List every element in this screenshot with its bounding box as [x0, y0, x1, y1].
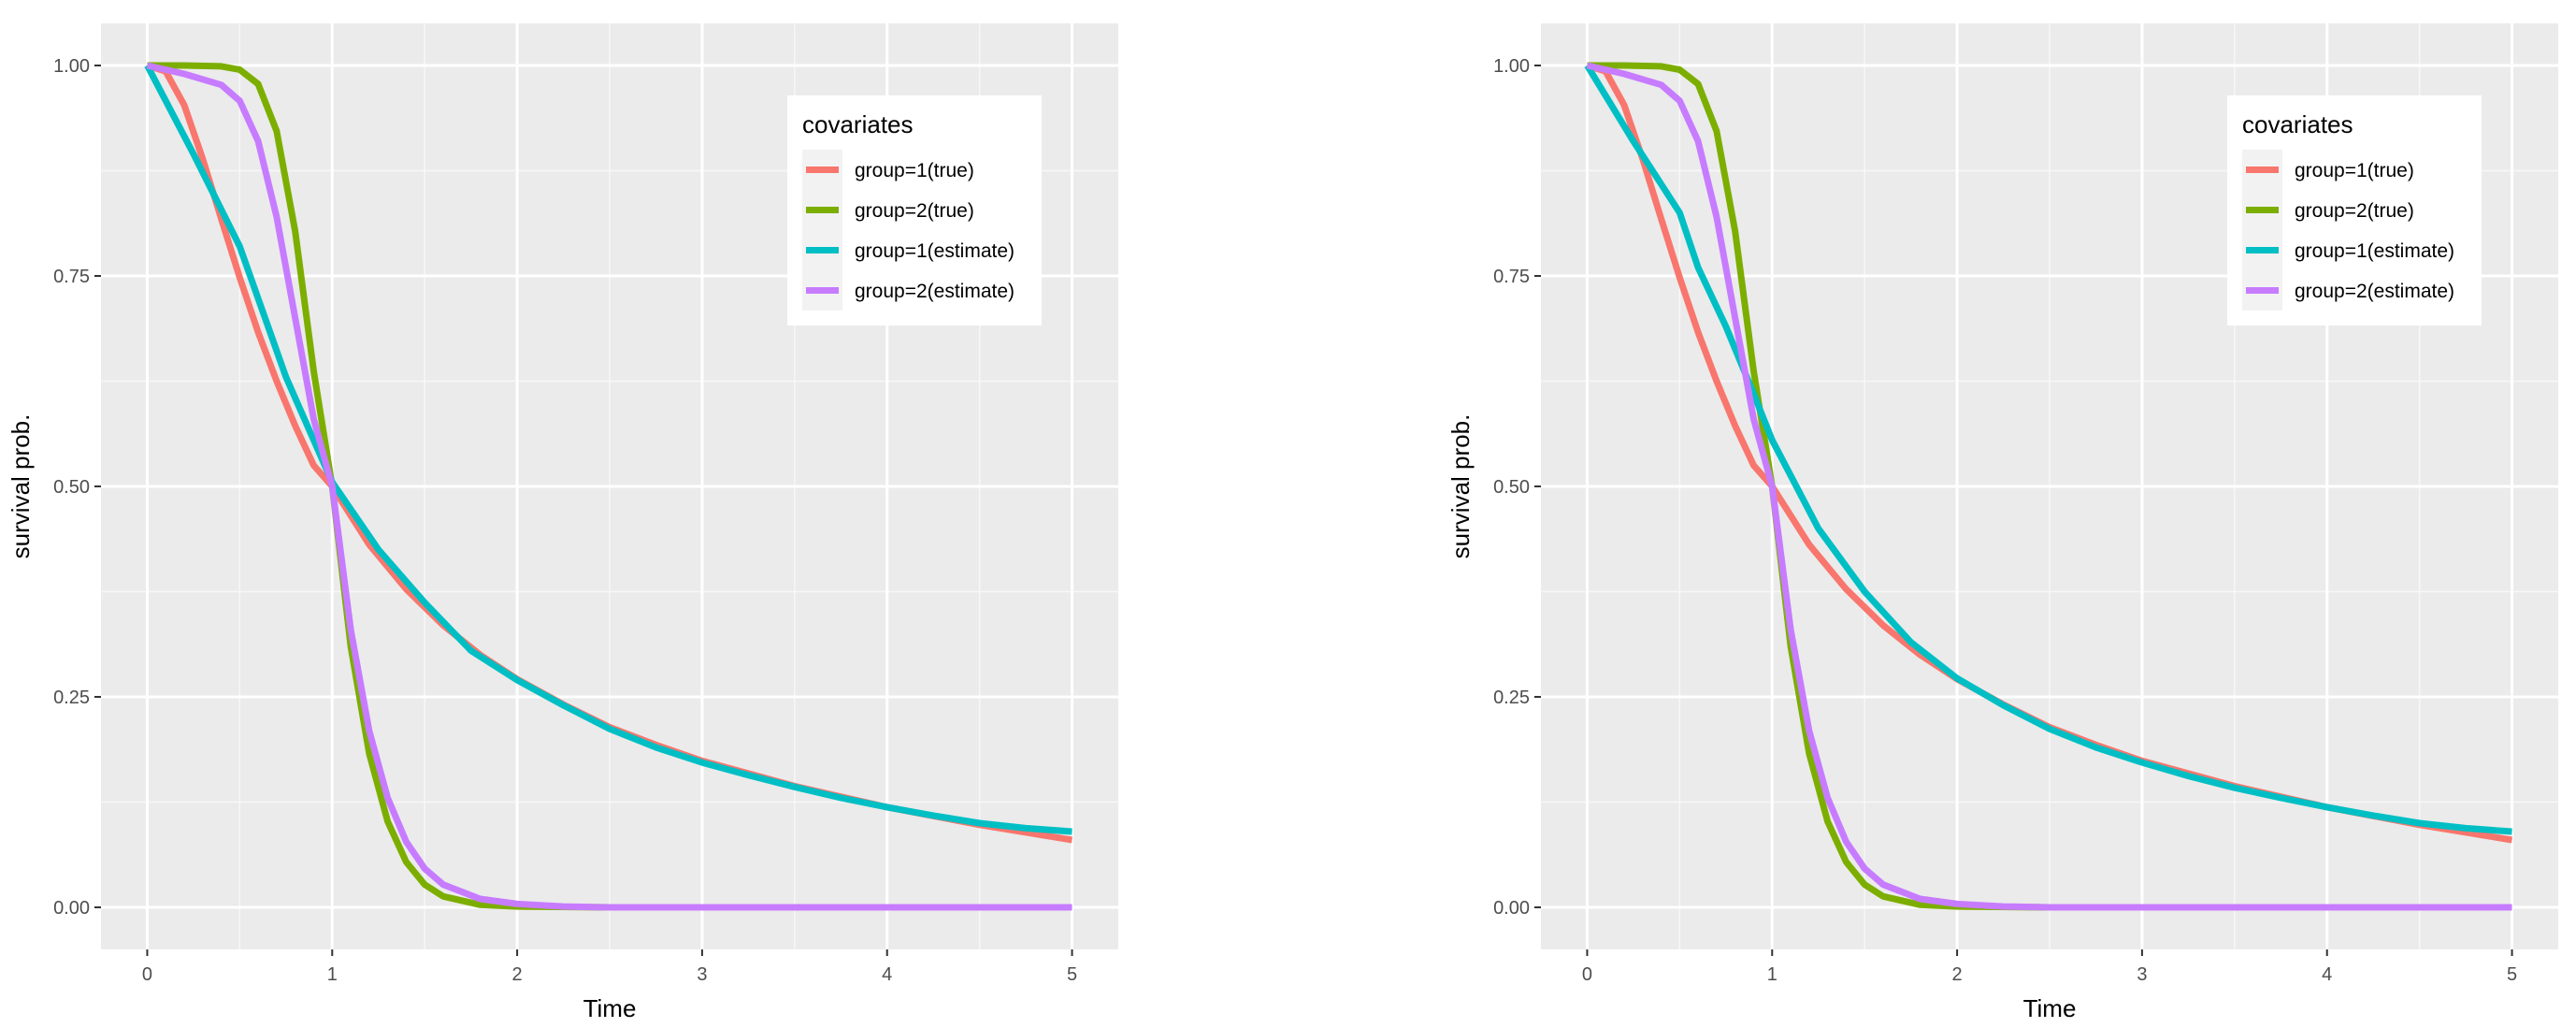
x-tick-label: 0: [142, 964, 152, 985]
legend-title: covariates: [802, 110, 914, 138]
x-tick-label: 4: [2322, 964, 2332, 985]
y-axis-title: survival prob.: [7, 414, 35, 559]
legend-label: group=1(estimate): [2295, 240, 2454, 262]
x-tick-label: 3: [2137, 964, 2147, 985]
x-tick-label: 2: [512, 964, 523, 985]
x-tick-label: 1: [1767, 964, 1777, 985]
y-tick-label: 0.25: [1493, 688, 1530, 708]
x-tick-label: 2: [1952, 964, 1963, 985]
x-tick-label: 5: [2507, 964, 2517, 985]
y-axis-title: survival prob.: [1446, 414, 1475, 559]
legend: covariates group=1(true) group=2(true) grou…: [787, 95, 1042, 326]
legend-label: group=2(true): [2295, 200, 2414, 222]
legend-label: group=1(true): [2295, 160, 2414, 181]
x-tick-label: 0: [1582, 964, 1592, 985]
y-tick-label: 0.50: [1493, 477, 1530, 498]
chart-panel-1: 0 1 2 3 4 5 0.00 0.25 0.50 0.75 1.00 Time survival p…: [7, 23, 1118, 1022]
y-tick-label: 0.75: [1493, 267, 1530, 287]
legend-label: group=2(estimate): [2295, 281, 2454, 302]
x-tick-label: 5: [1067, 964, 1077, 985]
legend-label: group=2(estimate): [855, 281, 1015, 302]
y-tick-label: 1.00: [1493, 56, 1530, 77]
chart-panel-2: 0 1 2 3 4 5 0.00 0.25 0.50 0.75 1.00 Time survival p…: [1446, 23, 2558, 1022]
y-tick-label: 1.00: [53, 56, 90, 77]
x-tick-label: 4: [882, 964, 892, 985]
x-tick-label: 1: [327, 964, 338, 985]
legend: covariates group=1(true) group=2(true) grou…: [2227, 95, 2482, 326]
series-line-4: [146, 62, 1072, 911]
x-axis-title: Time: [2023, 994, 2077, 1022]
y-tick-label: 0.50: [53, 477, 90, 498]
series-line-3: [1584, 64, 2512, 835]
legend-label: group=1(true): [855, 160, 974, 181]
series-line-4: [1586, 62, 2512, 911]
series-line-3: [144, 64, 1072, 835]
y-tick-label: 0.75: [53, 267, 90, 287]
legend-label: group=1(estimate): [855, 240, 1015, 262]
y-tick-label: 0.00: [53, 898, 90, 919]
legend-label: group=2(true): [855, 200, 974, 222]
y-tick-label: 0.00: [1493, 898, 1530, 919]
x-tick-label: 3: [697, 964, 707, 985]
x-axis-title: Time: [583, 994, 637, 1022]
y-tick-label: 0.25: [53, 688, 90, 708]
legend-title: covariates: [2242, 110, 2353, 138]
